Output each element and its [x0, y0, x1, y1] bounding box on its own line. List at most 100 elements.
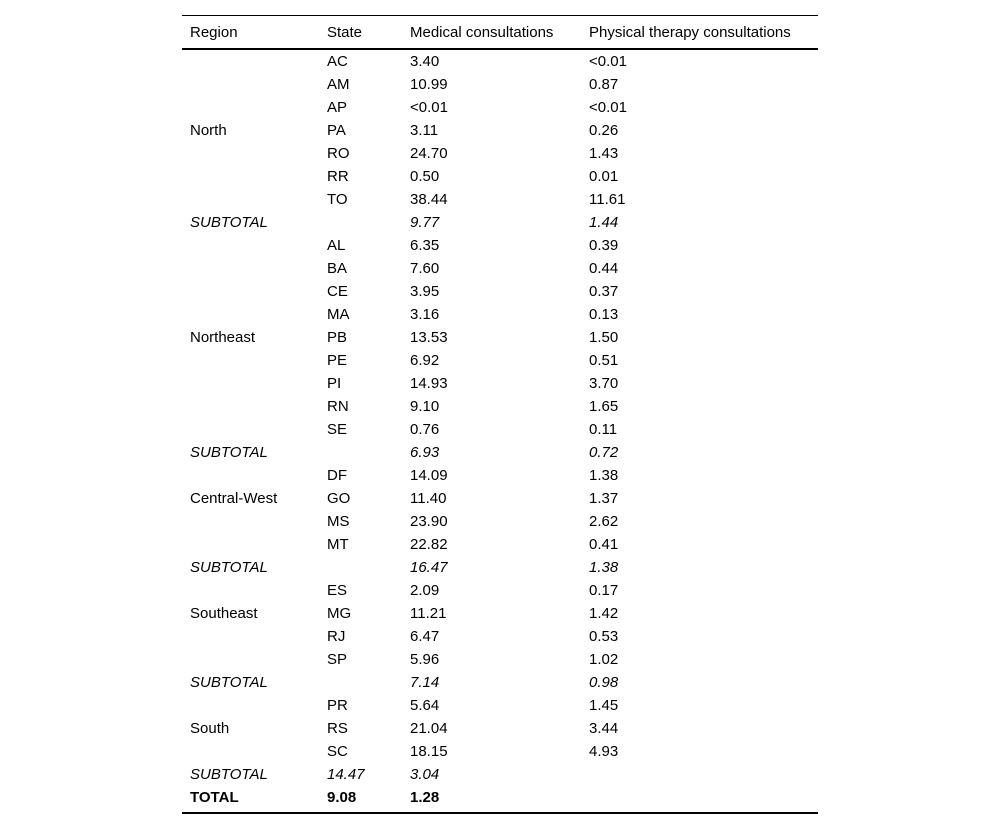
state-cell: 14.47 [327, 766, 365, 783]
table-row: MT 22.82 0.41 [182, 533, 818, 556]
table-row: RR 0.50 0.01 [182, 165, 818, 188]
medical-consultations-cell: 14.09 [410, 467, 448, 484]
physical-therapy-consultations-cell: 1.42 [589, 605, 619, 622]
table-row: PE 6.92 0.51 [182, 349, 818, 372]
consultations-table: Region State Medical consultations Physi… [182, 15, 818, 814]
table-body: AC 3.40 <0.01 AM 10.99 0.87 AP <0.01 <0.… [182, 50, 818, 812]
medical-consultations-cell: 22.82 [410, 536, 448, 553]
table-row: SC 18.15 4.93 [182, 740, 818, 763]
table-row: Central-West GO 11.40 1.37 [182, 487, 818, 510]
state-cell: SP [327, 651, 348, 668]
physical-therapy-consultations-cell: 1.37 [589, 490, 619, 507]
table-row: RJ 6.47 0.53 [182, 625, 818, 648]
table-row: BA 7.60 0.44 [182, 257, 818, 280]
region-cell: Northeast [190, 329, 256, 346]
table-row: TO 38.44 11.61 [182, 188, 818, 211]
table-row: SP 5.96 1.02 [182, 648, 818, 671]
table-row: ES 2.09 0.17 [182, 579, 818, 602]
medical-consultations-cell: 0.50 [410, 168, 440, 185]
medical-consultations-cell: 6.47 [410, 628, 440, 645]
physical-therapy-consultations-cell: 0.87 [589, 76, 619, 93]
state-cell: AM [327, 76, 350, 93]
state-cell: RR [327, 168, 349, 185]
medical-consultations-cell: 6.93 [410, 444, 440, 461]
medical-consultations-cell: <0.01 [410, 99, 448, 116]
physical-therapy-consultations-cell: 0.44 [589, 260, 619, 277]
medical-consultations-cell: 6.92 [410, 352, 440, 369]
state-cell: MS [327, 513, 350, 530]
state-cell: SC [327, 743, 348, 760]
region-cell: SUBTOTAL [190, 674, 268, 691]
state-cell: TO [327, 191, 348, 208]
table-row: SUBTOTAL 14.47 3.04 [182, 763, 818, 786]
state-cell: RO [327, 145, 350, 162]
table-row: SUBTOTAL 7.14 0.98 [182, 671, 818, 694]
medical-consultations-cell: 3.95 [410, 283, 440, 300]
medical-consultations-cell: 0.76 [410, 421, 440, 438]
physical-therapy-consultations-cell: 0.13 [589, 306, 619, 323]
physical-therapy-consultations-cell: 4.93 [589, 743, 619, 760]
table-row: PR 5.64 1.45 [182, 694, 818, 717]
physical-therapy-consultations-cell: 0.98 [589, 674, 619, 691]
table-header-row: Region State Medical consultations Physi… [182, 16, 818, 50]
physical-therapy-consultations-cell: 1.38 [589, 467, 619, 484]
physical-therapy-consultations-cell: 0.37 [589, 283, 619, 300]
region-cell: North [190, 122, 227, 139]
table-row: MS 23.90 2.62 [182, 510, 818, 533]
physical-therapy-consultations-cell: 0.41 [589, 536, 619, 553]
physical-therapy-consultations-cell: 11.61 [589, 191, 626, 208]
medical-consultations-cell: 16.47 [410, 559, 448, 576]
medical-consultations-cell: 3.04 [410, 766, 440, 783]
medical-consultations-cell: 9.77 [410, 214, 440, 231]
table-row: DF 14.09 1.38 [182, 464, 818, 487]
table-row: RN 9.10 1.65 [182, 395, 818, 418]
physical-therapy-consultations-cell: 0.39 [589, 237, 619, 254]
medical-consultations-cell: 24.70 [410, 145, 448, 162]
physical-therapy-consultations-cell: 1.45 [589, 697, 619, 714]
physical-therapy-consultations-cell: 1.44 [589, 214, 619, 231]
medical-consultations-cell: 3.11 [410, 122, 439, 139]
state-cell: PB [327, 329, 348, 346]
table-row: AP <0.01 <0.01 [182, 96, 818, 119]
state-cell: AC [327, 53, 348, 70]
physical-therapy-consultations-cell: <0.01 [589, 99, 627, 116]
state-cell: PR [327, 697, 348, 714]
physical-therapy-consultations-cell: 3.44 [589, 720, 619, 737]
medical-consultations-cell: 9.10 [410, 398, 440, 415]
medical-consultations-cell: 23.90 [410, 513, 448, 530]
medical-consultations-cell: 3.16 [410, 306, 440, 323]
physical-therapy-consultations-cell: <0.01 [589, 53, 627, 70]
table-row: Southeast MG 11.21 1.42 [182, 602, 818, 625]
table-row: SUBTOTAL 16.47 1.38 [182, 556, 818, 579]
region-cell: TOTAL [190, 789, 239, 806]
state-cell: DF [327, 467, 347, 484]
state-cell: PA [327, 122, 346, 139]
medical-consultations-cell: 11.21 [410, 605, 447, 622]
table-row: AM 10.99 0.87 [182, 73, 818, 96]
physical-therapy-consultations-cell: 0.51 [589, 352, 619, 369]
physical-therapy-consultations-cell: 1.65 [589, 398, 619, 415]
medical-consultations-cell: 10.99 [410, 76, 448, 93]
physical-therapy-consultations-cell: 1.38 [589, 559, 619, 576]
state-cell: RN [327, 398, 349, 415]
column-header-region: Region [190, 23, 238, 41]
table-row: RO 24.70 1.43 [182, 142, 818, 165]
medical-consultations-cell: 7.14 [410, 674, 440, 691]
medical-consultations-cell: 1.28 [410, 789, 440, 806]
column-header-physical-therapy-consultations: Physical therapy consultations [589, 23, 791, 41]
region-cell: SUBTOTAL [190, 444, 268, 461]
physical-therapy-consultations-cell: 0.53 [589, 628, 619, 645]
physical-therapy-consultations-cell: 1.43 [589, 145, 619, 162]
table-row: South RS 21.04 3.44 [182, 717, 818, 740]
table-row: SUBTOTAL 6.93 0.72 [182, 441, 818, 464]
physical-therapy-consultations-cell: 0.72 [589, 444, 619, 461]
state-cell: AP [327, 99, 348, 116]
state-cell: ES [327, 582, 348, 599]
physical-therapy-consultations-cell: 3.70 [589, 375, 619, 392]
medical-consultations-cell: 5.96 [410, 651, 440, 668]
table-row: PI 14.93 3.70 [182, 372, 818, 395]
medical-consultations-cell: 38.44 [410, 191, 448, 208]
region-cell: SUBTOTAL [190, 214, 268, 231]
physical-therapy-consultations-cell: 0.17 [589, 582, 619, 599]
